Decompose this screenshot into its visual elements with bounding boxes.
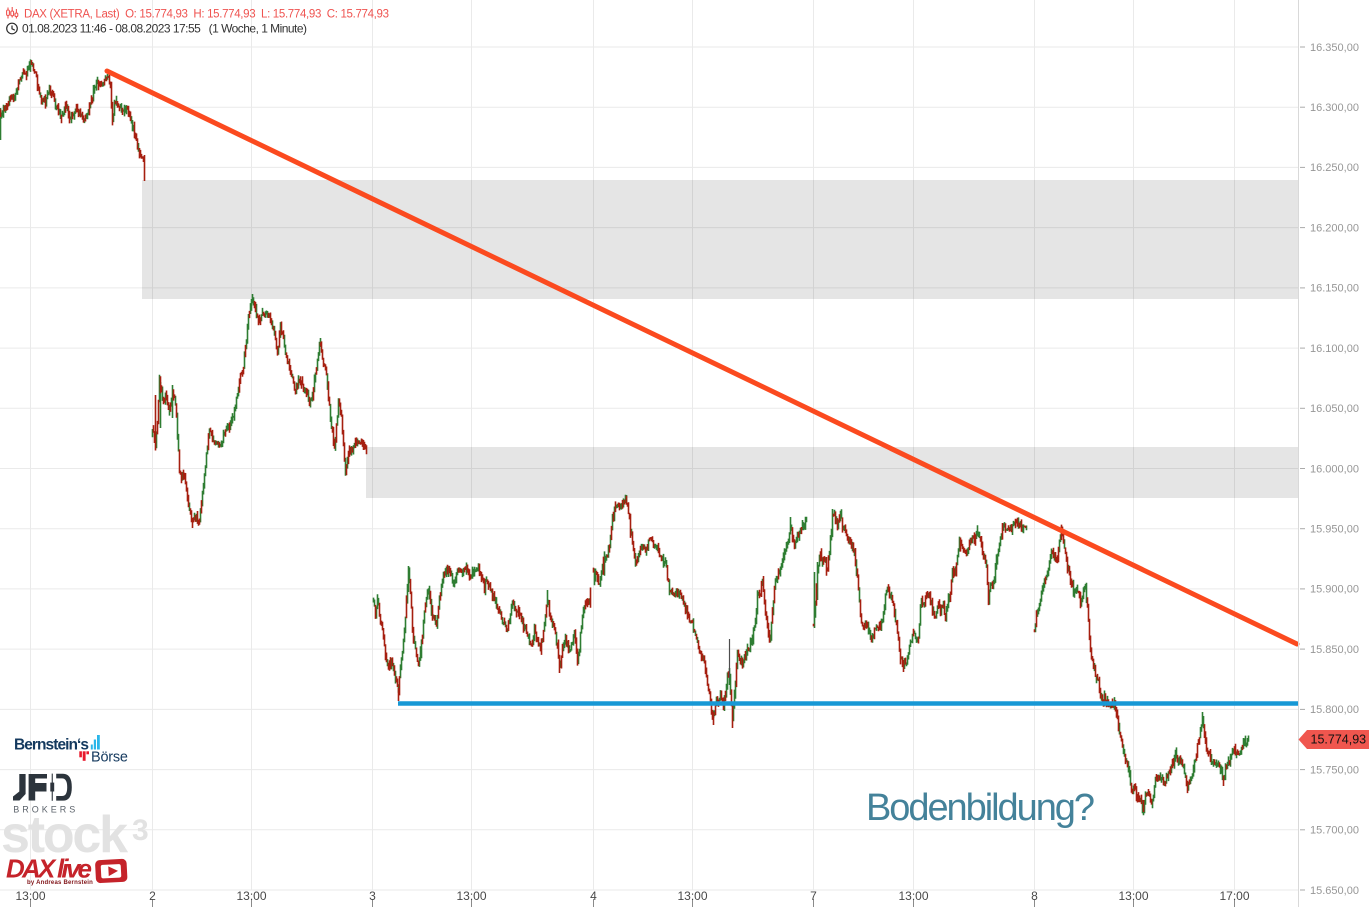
svg-text:7: 7: [810, 889, 817, 903]
svg-text:13:00: 13:00: [898, 889, 928, 903]
svg-text:16.100,00: 16.100,00: [1310, 343, 1359, 355]
svg-text:16.300,00: 16.300,00: [1310, 102, 1359, 114]
svg-text:by Andreas Bernstein: by Andreas Bernstein: [27, 880, 93, 886]
svg-text:4: 4: [590, 889, 597, 903]
svg-text:13:00: 13:00: [15, 889, 45, 903]
svg-text:16.150,00: 16.150,00: [1310, 283, 1359, 295]
svg-text:Bodenbildung?: Bodenbildung?: [866, 787, 1095, 829]
svg-text:15.800,00: 15.800,00: [1310, 704, 1359, 716]
svg-text:DAX (XETRA, Last) O: 15.774,9: DAX (XETRA, Last) O: 15.774,93 H: 15.774…: [24, 8, 389, 20]
svg-text:Bernstein‘s: Bernstein‘s: [14, 737, 89, 754]
svg-text:01.08.2023 11:46 - 08.08.2023: 01.08.2023 11:46 - 08.08.2023 17:55 (1 W…: [22, 22, 307, 36]
svg-text:DAX live: DAX live: [6, 854, 92, 884]
svg-text:16.250,00: 16.250,00: [1310, 162, 1359, 174]
svg-text:13:00: 13:00: [1118, 889, 1148, 903]
svg-text:15.650,00: 15.650,00: [1310, 885, 1359, 897]
svg-text:2: 2: [149, 889, 156, 903]
svg-text:15.750,00: 15.750,00: [1310, 764, 1359, 776]
svg-text:15.950,00: 15.950,00: [1310, 524, 1359, 536]
svg-text:13:00: 13:00: [236, 889, 266, 903]
svg-text:15.774,93: 15.774,93: [1311, 733, 1367, 747]
svg-text:16.350,00: 16.350,00: [1310, 42, 1359, 54]
svg-text:15.900,00: 15.900,00: [1310, 584, 1359, 596]
svg-text:3: 3: [132, 814, 149, 847]
svg-text:8: 8: [1031, 889, 1038, 903]
svg-text:BROKERS: BROKERS: [13, 805, 78, 815]
svg-text:Börse: Börse: [91, 750, 128, 766]
svg-text:17:00: 17:00: [1219, 889, 1249, 903]
svg-text:15.700,00: 15.700,00: [1310, 825, 1359, 837]
svg-text:16.000,00: 16.000,00: [1310, 463, 1359, 475]
svg-text:13:00: 13:00: [677, 889, 707, 903]
svg-text:stock: stock: [1, 806, 128, 864]
svg-text:3: 3: [369, 889, 376, 903]
svg-text:16.050,00: 16.050,00: [1310, 403, 1359, 415]
svg-text:15.850,00: 15.850,00: [1310, 644, 1359, 656]
svg-text:16.200,00: 16.200,00: [1310, 222, 1359, 234]
svg-text:13:00: 13:00: [456, 889, 486, 903]
